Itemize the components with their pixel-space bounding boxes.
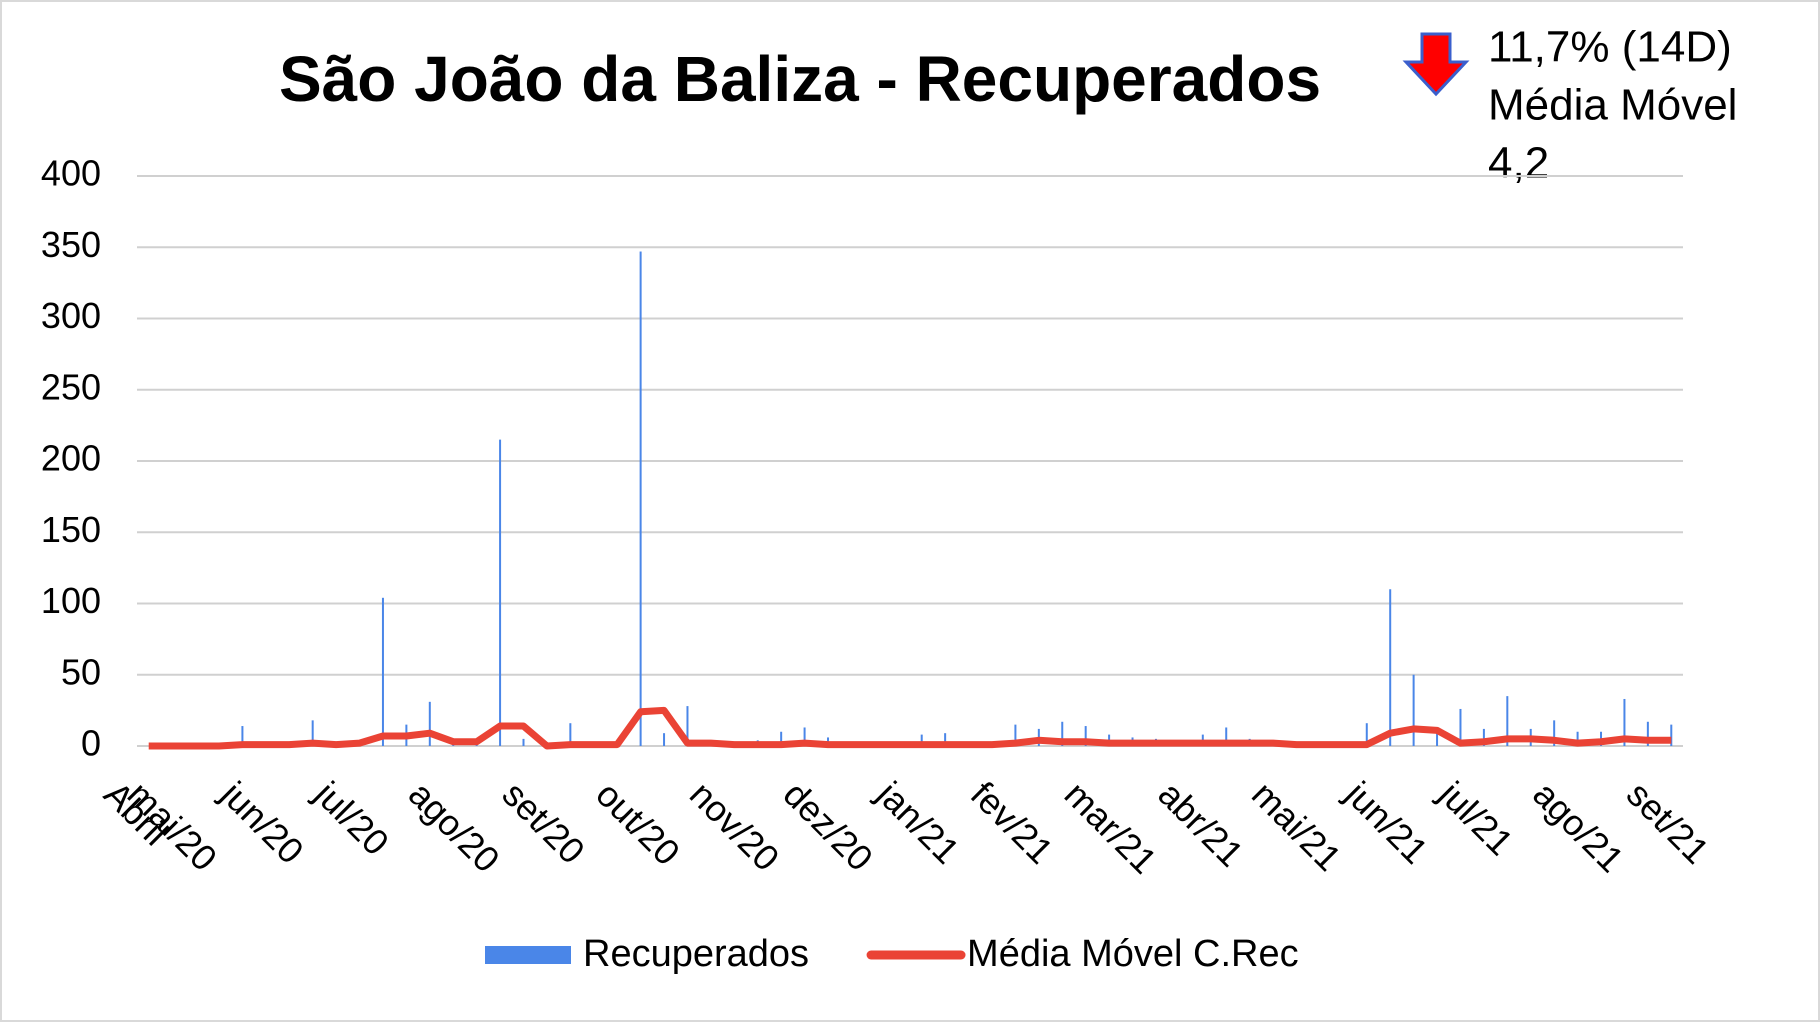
bar: [639, 251, 642, 746]
bar: [1506, 696, 1509, 746]
legend: Recuperados Média Móvel C.Rec: [485, 933, 1299, 975]
bar: [1670, 724, 1673, 746]
y-tick-label: 150: [41, 509, 101, 550]
legend-label: Média Móvel C.Rec: [967, 933, 1299, 975]
annotation-text: 4,2: [1488, 139, 1549, 188]
bar: [1225, 727, 1228, 746]
annotation-text: Média Móvel: [1488, 81, 1737, 130]
bar: [1436, 728, 1439, 746]
legend-swatch: [485, 946, 571, 964]
y-tick-label: 200: [41, 438, 101, 479]
bar: [428, 701, 431, 746]
moving-average-line: [148, 706, 1672, 750]
chart-title: São João da Baliza - Recuperados: [279, 43, 1321, 115]
y-tick-label: 400: [41, 153, 101, 194]
bar: [569, 723, 572, 746]
bar: [1459, 708, 1462, 746]
y-tick-label: 350: [41, 224, 101, 265]
bar: [920, 734, 923, 746]
down-arrow-icon: [1402, 32, 1470, 97]
bar: [1365, 723, 1368, 746]
bar: [1646, 721, 1649, 746]
bar: [522, 738, 525, 746]
bar: [803, 727, 806, 746]
bar: [1084, 726, 1087, 746]
bar: [1412, 674, 1415, 746]
bar: [1389, 589, 1392, 746]
bar: [241, 726, 244, 746]
bar: [1623, 698, 1626, 746]
legend-label: Recuperados: [583, 933, 809, 975]
annotation: 11,7% (14D) Média Móvel 4,2: [1488, 23, 1737, 188]
bar: [1482, 728, 1485, 746]
y-tick-label: 100: [41, 580, 101, 621]
y-tick-label: 300: [41, 295, 101, 336]
bar: [663, 733, 666, 746]
bar: [1576, 731, 1579, 746]
bar: [944, 733, 947, 746]
y-tick-label: 250: [41, 366, 101, 407]
y-tick-label: 50: [61, 651, 101, 692]
y-tick-label: 0: [81, 723, 101, 764]
bar: [381, 597, 384, 746]
bar: [686, 706, 689, 746]
bar: [1553, 720, 1556, 746]
bar: [499, 439, 502, 746]
bar: [1061, 721, 1064, 746]
bar: [780, 731, 783, 746]
bar: [311, 720, 314, 746]
annotation-text: 11,7% (14D): [1488, 23, 1732, 72]
bar: [1014, 724, 1017, 746]
